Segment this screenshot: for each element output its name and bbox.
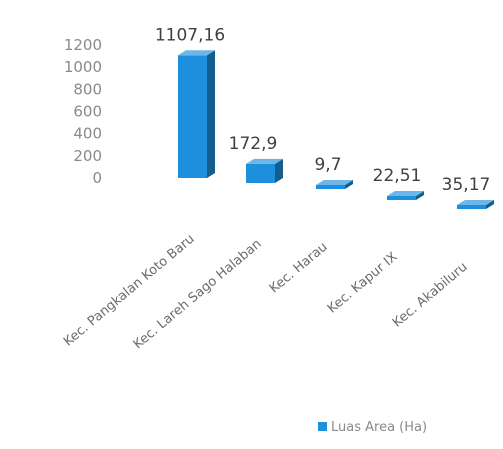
legend-label: Luas Area (Ha) — [331, 420, 427, 435]
x-tick-label: Kec. Harau — [267, 240, 331, 297]
y-tick-label: 1200 — [64, 36, 102, 54]
y-tick-label: 600 — [73, 103, 102, 121]
y-tick-label: 0 — [92, 169, 102, 187]
bar — [457, 205, 486, 209]
bar — [246, 163, 275, 183]
bar-top — [178, 50, 215, 56]
data-label: 35,17 — [442, 175, 491, 195]
bar-top — [246, 158, 283, 164]
bar-top — [316, 180, 353, 185]
bar — [316, 185, 345, 189]
x-tick-label: Kec. Kapur IX — [325, 250, 401, 317]
bar-side — [416, 191, 424, 200]
y-tick-label: 800 — [73, 80, 102, 98]
bar-top — [387, 191, 424, 196]
bar-side — [207, 50, 215, 179]
bar-side — [486, 200, 494, 209]
data-label: 172,9 — [229, 134, 278, 154]
bar-top — [457, 200, 494, 205]
data-label: 22,51 — [373, 166, 422, 186]
x-tick-label: Kec. Pangkalan Koto Baru — [61, 232, 198, 350]
legend-swatch — [318, 422, 327, 431]
bar-side — [345, 180, 353, 189]
x-tick-label: Kec. Lareh Sago Halaban — [131, 237, 265, 353]
x-tick-label: Kec. Akabiluru — [390, 260, 471, 331]
y-tick-label: 400 — [73, 125, 102, 143]
bar — [387, 196, 416, 200]
bar — [178, 55, 207, 179]
y-tick-label: 1000 — [64, 58, 102, 76]
data-label: 9,7 — [314, 155, 341, 175]
data-label: 1107,16 — [155, 25, 225, 45]
bar-side — [275, 158, 283, 183]
y-tick-label: 200 — [73, 147, 102, 165]
